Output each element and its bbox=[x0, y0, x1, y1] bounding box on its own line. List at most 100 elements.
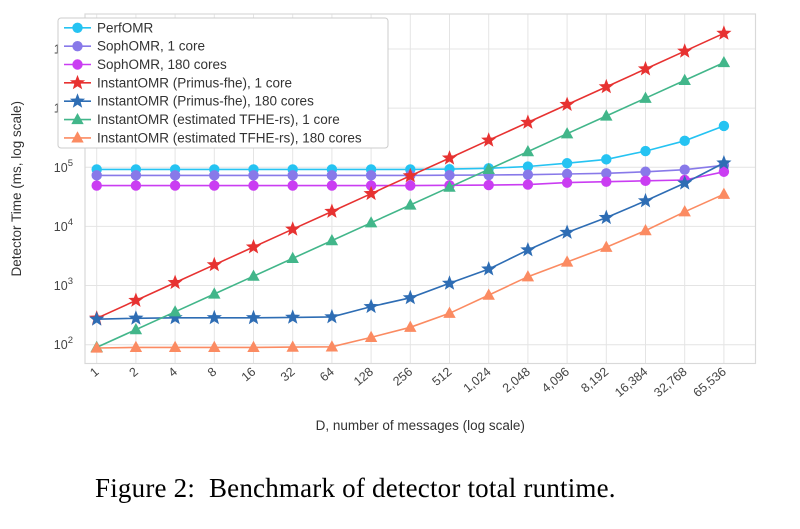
data-point-star bbox=[69, 74, 86, 90]
data-point-circle bbox=[287, 170, 298, 181]
benchmark-line-chart: 10210310410510610712481632641282565121,0… bbox=[9, 13, 757, 433]
data-point-circle bbox=[601, 176, 612, 187]
data-point-star bbox=[128, 310, 144, 325]
data-point-star bbox=[324, 308, 340, 324]
legend: PerfOMR SophOMR, 1 core SophOMR, 180 cores… bbox=[57, 17, 389, 149]
data-point-circle bbox=[483, 179, 494, 191]
data-point-circle bbox=[130, 170, 142, 181]
data-point-circle bbox=[91, 180, 102, 191]
data-point-star bbox=[559, 224, 575, 239]
data-point-circle bbox=[365, 180, 377, 191]
legend-item: InstantOMR (Primus-fhe), 180 cores bbox=[64, 93, 314, 109]
y-axis-title: Detector Time (ms, log scale) bbox=[9, 101, 24, 277]
data-point-circle bbox=[72, 59, 83, 70]
data-point-triangle bbox=[639, 223, 652, 236]
legend-item: InstantOMR (estimated TFHE-rs), 180 core… bbox=[64, 130, 362, 145]
data-point-triangle bbox=[521, 270, 535, 282]
legend-label: InstantOMR (estimated TFHE-rs), 1 core bbox=[97, 112, 340, 127]
data-point-triangle bbox=[521, 145, 535, 157]
data-point-circle bbox=[326, 170, 338, 181]
data-point-triangle bbox=[560, 255, 574, 267]
data-point-star bbox=[598, 78, 614, 94]
legend-item: PerfOMR bbox=[64, 20, 154, 35]
data-point-triangle bbox=[286, 340, 299, 352]
data-point-triangle bbox=[678, 73, 691, 85]
data-point-triangle bbox=[482, 288, 495, 300]
data-point-star bbox=[520, 242, 536, 257]
data-point-star bbox=[167, 309, 183, 325]
x-axis-title: D, number of messages (log scale) bbox=[316, 418, 525, 433]
data-point-star bbox=[716, 155, 732, 170]
data-point-triangle bbox=[208, 287, 221, 299]
data-point-triangle bbox=[325, 340, 339, 352]
data-point-circle bbox=[561, 168, 573, 180]
data-point-star bbox=[402, 167, 418, 183]
data-point-triangle bbox=[560, 127, 574, 139]
figure-caption: Figure 2: Benchmark of detector total ru… bbox=[95, 473, 616, 503]
data-point-triangle bbox=[443, 306, 456, 318]
data-point-star bbox=[441, 275, 458, 290]
legend-label: InstantOMR (estimated TFHE-rs), 180 core… bbox=[97, 130, 362, 145]
legend-label: SophOMR, 180 cores bbox=[97, 57, 227, 72]
data-point-star bbox=[402, 289, 418, 305]
data-point-triangle bbox=[678, 205, 691, 217]
data-point-circle bbox=[561, 177, 573, 188]
data-point-triangle bbox=[71, 131, 84, 143]
series-triangle-up bbox=[90, 187, 731, 353]
data-point-circle bbox=[287, 180, 298, 191]
data-point-star bbox=[637, 192, 654, 208]
data-point-triangle bbox=[364, 216, 378, 228]
legend-item: InstantOMR (Primus-fhe), 1 core bbox=[64, 74, 292, 90]
data-point-star bbox=[716, 25, 732, 40]
data-point-star bbox=[637, 61, 654, 76]
data-point-star bbox=[677, 175, 693, 190]
data-point-triangle bbox=[129, 340, 143, 353]
legend-label: SophOMR, 1 core bbox=[97, 39, 205, 54]
data-point-star bbox=[520, 114, 536, 129]
data-point-circle bbox=[72, 40, 83, 52]
data-point-circle bbox=[718, 120, 730, 132]
data-point-circle bbox=[522, 161, 534, 172]
data-point-circle bbox=[365, 170, 377, 181]
data-point-circle bbox=[561, 158, 573, 169]
data-point-triangle bbox=[71, 112, 84, 125]
data-point-star bbox=[559, 96, 575, 111]
data-point-circle bbox=[640, 175, 651, 187]
data-point-triangle bbox=[247, 269, 260, 281]
data-point-circle bbox=[209, 180, 220, 191]
data-point-star bbox=[245, 239, 262, 254]
plot-border bbox=[84, 13, 757, 365]
data-point-triangle bbox=[168, 340, 182, 353]
data-point-circle bbox=[91, 170, 102, 181]
data-point-circle bbox=[169, 180, 181, 191]
data-point-triangle bbox=[208, 340, 221, 353]
data-point-circle bbox=[679, 164, 690, 175]
data-point-circle bbox=[248, 170, 259, 181]
data-point-triangle bbox=[639, 91, 652, 103]
legend-item: SophOMR, 180 cores bbox=[64, 57, 227, 72]
data-point-circle bbox=[248, 180, 259, 191]
data-point-star bbox=[206, 256, 222, 272]
data-point-triangle bbox=[600, 240, 613, 252]
data-point-star bbox=[128, 292, 144, 307]
data-point-star bbox=[363, 185, 379, 201]
legend-label: PerfOMR bbox=[97, 20, 154, 35]
data-point-star bbox=[89, 311, 105, 326]
data-point-circle bbox=[326, 180, 338, 191]
data-point-star bbox=[598, 209, 614, 225]
data-point-star bbox=[285, 221, 301, 236]
data-point-circle bbox=[601, 154, 612, 165]
data-point-triangle bbox=[90, 341, 103, 353]
data-point-circle bbox=[601, 168, 612, 179]
data-point-star bbox=[206, 309, 222, 325]
data-point-star bbox=[324, 203, 340, 218]
legend-item: SophOMR, 1 core bbox=[64, 39, 205, 54]
data-point-star bbox=[245, 309, 262, 325]
data-point-triangle bbox=[168, 305, 182, 317]
data-point-circle bbox=[72, 22, 83, 33]
data-point-circle bbox=[640, 145, 651, 157]
data-point-triangle bbox=[404, 198, 417, 210]
data-point-circle bbox=[522, 179, 534, 190]
